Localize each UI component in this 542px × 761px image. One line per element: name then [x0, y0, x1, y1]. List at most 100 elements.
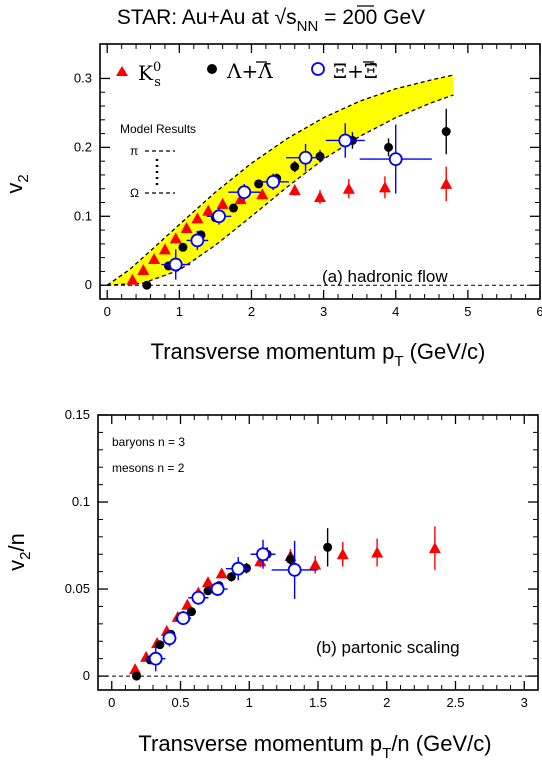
x-tick-label: 2.5 [446, 695, 464, 710]
kshort-point [336, 548, 349, 560]
x-tick-label: 2 [383, 695, 390, 710]
x-tick-label: 1.5 [309, 695, 327, 710]
y-tick-label: 0.1 [72, 494, 90, 509]
kshort-point [314, 191, 326, 202]
legend-label-kshort-sub: s [154, 75, 161, 90]
xi-point [231, 561, 246, 576]
x-tick-label: 0 [108, 695, 115, 710]
x-tick-label: 5 [464, 304, 471, 319]
note-baryons: baryons n = 3 [112, 435, 185, 449]
bottom-xlabel-tail: /n (GeV/c) [391, 731, 491, 756]
kshort-point [169, 232, 182, 244]
x-tick-label: 6 [536, 304, 542, 319]
xi-point [176, 611, 191, 626]
figure-title-tail: = 200 GeV [318, 6, 425, 29]
top-annotation: (a) hadronic flow [322, 267, 448, 286]
kshort-point [181, 598, 194, 610]
bottom-xlabel: Transverse momentum pT/n (GeV/c) [138, 731, 491, 761]
kshort-point [309, 558, 322, 570]
lambda-point [187, 607, 196, 617]
x-tick-label: 4 [392, 304, 399, 319]
axes-layer: 0 1 2 3 4 5 6 0 0.1 0.2 0.3 [74, 44, 542, 319]
series-layer [129, 526, 441, 681]
kshort-point [129, 663, 142, 675]
legend-marker-xi [311, 62, 325, 76]
model-band-lower [107, 94, 454, 286]
legend-marker-kshort [116, 66, 128, 76]
kshort-point [342, 182, 355, 194]
xi-point [212, 209, 226, 224]
y-tick-label: 0.15 [65, 407, 90, 422]
lambda-point [286, 554, 295, 564]
top-ylabel-sub: 2 [15, 174, 32, 182]
legend-label-kshort-main: K [138, 61, 154, 85]
figure-title: STAR: Au+Au at √sNN = 200 GeV [117, 6, 425, 35]
lambda-point [178, 242, 188, 252]
kshort-point [378, 181, 391, 193]
bottom-annotation: (b) partonic scaling [316, 638, 460, 657]
bottom-ylabel-sub: 2 [17, 552, 34, 560]
kshort-point [288, 184, 301, 196]
xi-point [256, 547, 270, 562]
top-plot-frame [99, 43, 541, 300]
y-tick-label: 0.1 [74, 208, 92, 223]
xi-point [298, 150, 313, 165]
kshort-point [234, 193, 247, 205]
lambda-point [315, 151, 325, 161]
kshort-point [148, 253, 161, 265]
legend-label-xi: Ξ+Ξ̄ [333, 59, 378, 83]
y-tick-label: 0.2 [74, 139, 92, 154]
legend-marker-lambda [207, 64, 217, 74]
bottom-ylabel: v2/n [4, 533, 34, 571]
lambda-point [228, 203, 238, 213]
kshort-point [158, 243, 171, 255]
model-bottom-label: Ω [130, 186, 139, 200]
top-xlabel-tail: (GeV/c) [403, 339, 485, 364]
top-xlabel: Transverse momentum pT (GeV/c) [151, 339, 486, 370]
note-mesons: mesons n = 2 [112, 461, 185, 475]
lambda-point [226, 572, 236, 582]
x-tick-label: 1 [246, 695, 253, 710]
kshort-point [256, 188, 269, 200]
model-results-key: Model Results π Ω [120, 122, 196, 200]
model-results-title: Model Results [120, 122, 196, 136]
top-panel: 0 1 2 3 4 5 600.10.20.3 K0 s Λ+Λ̄ Ξ+Ξ̄ Model Re… [2, 43, 542, 370]
top-xlabel-main: Transverse momentum p [151, 339, 395, 364]
bottom-xlabel-main: Transverse momentum p [138, 731, 382, 756]
bottom-ylabel-tail: /n [4, 533, 29, 551]
x-tick-label: 3 [521, 695, 528, 710]
xi-point [191, 590, 206, 605]
lambda-point [132, 671, 141, 681]
legend-label-kshort-sup: 0 [153, 60, 161, 75]
kshort-point [126, 273, 139, 285]
xi-point [388, 152, 403, 166]
top-ylabel-main: v [2, 183, 27, 194]
xi-point [237, 185, 252, 200]
kshort-point [440, 177, 453, 189]
xi-point [266, 174, 281, 189]
top-ylabel: v2 [2, 174, 32, 193]
xi-point [338, 133, 353, 148]
kshort-point [216, 197, 229, 209]
kshort-point [191, 212, 204, 224]
bottom-ylabel-main: v [4, 560, 29, 571]
xi-point [210, 582, 225, 596]
xi-point [190, 233, 205, 248]
kshort-point [137, 264, 150, 276]
x-tick-label: 0 [104, 304, 111, 319]
figure-title-subscript: NN [297, 18, 319, 35]
legend-label-lambda: Λ+Λ̄ [226, 59, 273, 83]
figure-title-main: STAR: Au+Au at √s [117, 6, 297, 29]
y-tick-label: 0.3 [74, 70, 92, 85]
xi-point [287, 563, 302, 577]
lambda-point [155, 640, 165, 650]
x-tick-label: 1 [176, 304, 183, 319]
lambda-point [142, 280, 152, 290]
kshort-point [202, 204, 215, 216]
bottom-panel: 0 0.5 1 1.5 2 2.5 300.050.10.15 baryons n = 3 … [4, 407, 539, 761]
top-legend: K0 s Λ+Λ̄ Ξ+Ξ̄ [116, 59, 378, 90]
lambda-point [384, 142, 394, 152]
kshort-point [215, 567, 228, 579]
top-xlabel-sub: T [394, 353, 403, 370]
x-tick-label: 2 [248, 304, 255, 319]
